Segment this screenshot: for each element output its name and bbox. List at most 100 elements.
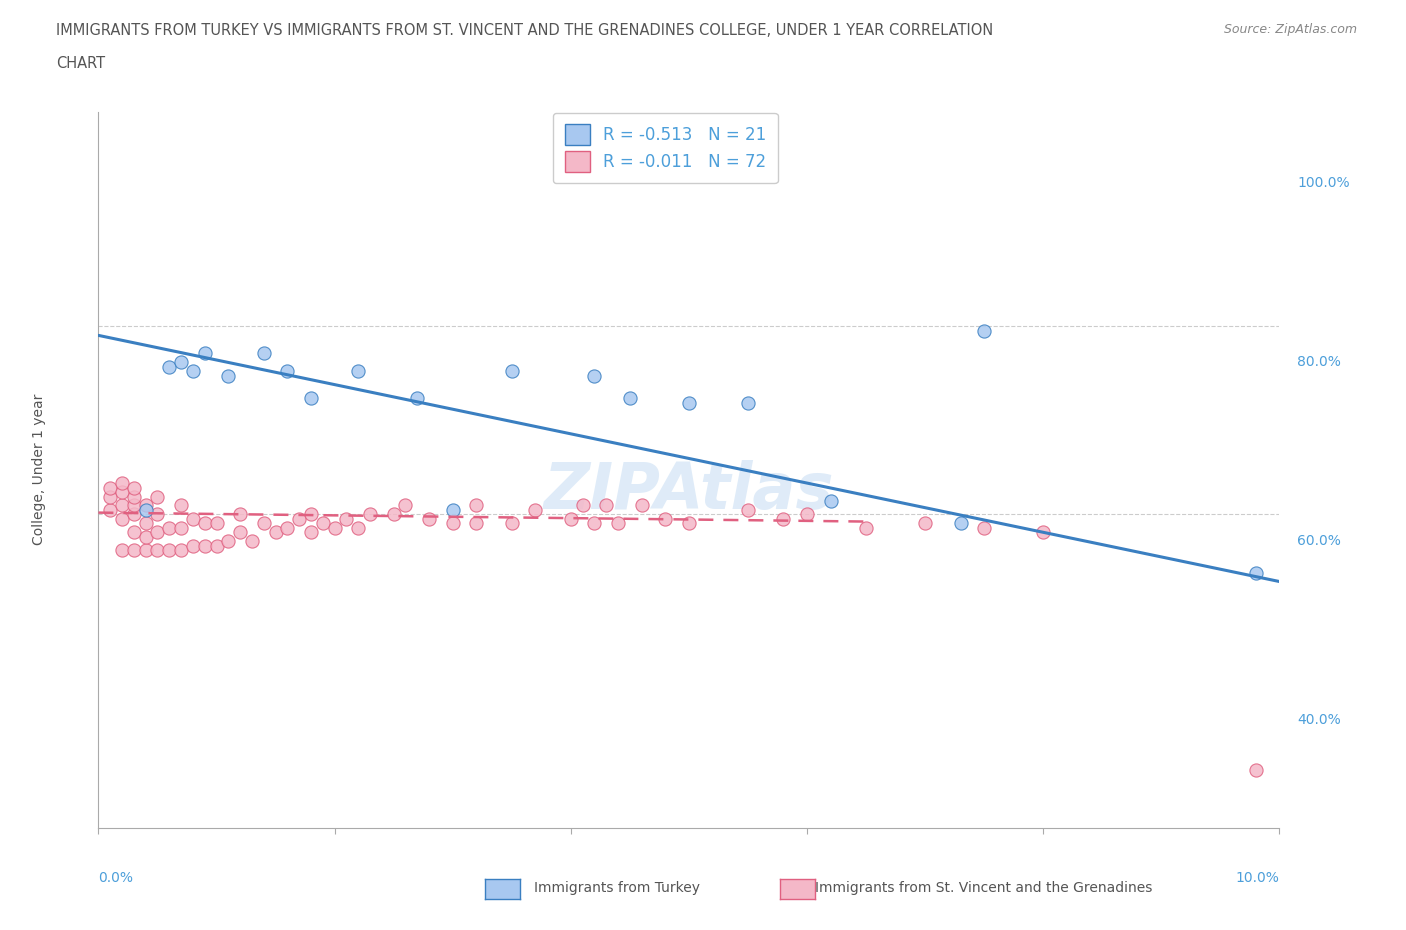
Text: IMMIGRANTS FROM TURKEY VS IMMIGRANTS FROM ST. VINCENT AND THE GRENADINES COLLEGE: IMMIGRANTS FROM TURKEY VS IMMIGRANTS FRO… bbox=[56, 23, 994, 38]
Point bbox=[111, 512, 134, 526]
Point bbox=[181, 512, 204, 526]
Text: Immigrants from St. Vincent and the Grenadines: Immigrants from St. Vincent and the Gren… bbox=[815, 881, 1153, 896]
Point bbox=[524, 502, 547, 517]
Point bbox=[1244, 762, 1267, 777]
Point bbox=[122, 480, 145, 495]
Legend: R = -0.513   N = 21, R = -0.011   N = 72: R = -0.513 N = 21, R = -0.011 N = 72 bbox=[553, 113, 778, 183]
Text: 0.0%: 0.0% bbox=[98, 870, 134, 884]
Point bbox=[914, 516, 936, 531]
Point bbox=[217, 534, 239, 549]
Point bbox=[135, 502, 157, 517]
Text: 10.0%: 10.0% bbox=[1236, 870, 1279, 884]
Text: 40.0%: 40.0% bbox=[1298, 713, 1341, 727]
Point bbox=[170, 498, 193, 513]
Text: Immigrants from Turkey: Immigrants from Turkey bbox=[534, 881, 700, 896]
Point bbox=[122, 543, 145, 558]
Text: Source: ZipAtlas.com: Source: ZipAtlas.com bbox=[1223, 23, 1357, 36]
Point bbox=[347, 521, 370, 536]
Point bbox=[737, 502, 759, 517]
Point bbox=[394, 498, 416, 513]
Point bbox=[146, 507, 169, 522]
Point bbox=[382, 507, 405, 522]
Point bbox=[1244, 565, 1267, 580]
Point bbox=[229, 525, 252, 539]
Point bbox=[170, 521, 193, 536]
Point bbox=[501, 516, 523, 531]
Point bbox=[583, 516, 606, 531]
Text: ZIPAtlas: ZIPAtlas bbox=[544, 460, 834, 522]
Point bbox=[170, 354, 193, 369]
Point bbox=[595, 498, 617, 513]
Point bbox=[181, 364, 204, 379]
Point bbox=[122, 525, 145, 539]
Text: 60.0%: 60.0% bbox=[1298, 534, 1341, 549]
Point bbox=[820, 494, 842, 509]
Point bbox=[796, 507, 818, 522]
Point bbox=[135, 516, 157, 531]
Point bbox=[276, 521, 298, 536]
Point bbox=[571, 498, 593, 513]
Point bbox=[299, 507, 322, 522]
Point bbox=[229, 507, 252, 522]
Point bbox=[253, 516, 276, 531]
Point bbox=[583, 368, 606, 383]
Point bbox=[253, 346, 276, 361]
Point bbox=[240, 534, 263, 549]
Point bbox=[205, 538, 228, 553]
Text: 100.0%: 100.0% bbox=[1298, 176, 1350, 191]
Point bbox=[135, 543, 157, 558]
Point bbox=[111, 543, 134, 558]
Point bbox=[607, 516, 630, 531]
Point bbox=[1032, 525, 1054, 539]
Point bbox=[276, 364, 298, 379]
Point bbox=[949, 516, 972, 531]
Point bbox=[465, 516, 488, 531]
Point bbox=[501, 364, 523, 379]
Point bbox=[122, 498, 145, 513]
Point bbox=[560, 512, 582, 526]
Point bbox=[264, 525, 287, 539]
Text: College, Under 1 year: College, Under 1 year bbox=[32, 394, 46, 545]
Point bbox=[299, 391, 322, 405]
Point bbox=[98, 489, 121, 504]
Point bbox=[855, 521, 877, 536]
Point bbox=[737, 395, 759, 410]
Point bbox=[654, 512, 676, 526]
Point bbox=[146, 489, 169, 504]
Point bbox=[299, 525, 322, 539]
Point bbox=[157, 543, 180, 558]
Point bbox=[619, 391, 641, 405]
Point bbox=[678, 516, 700, 531]
Point bbox=[347, 364, 370, 379]
Point bbox=[359, 507, 381, 522]
Point bbox=[205, 516, 228, 531]
Point bbox=[98, 480, 121, 495]
Point bbox=[111, 485, 134, 499]
Point bbox=[111, 475, 134, 490]
Point bbox=[973, 324, 995, 339]
Point bbox=[418, 512, 440, 526]
Point bbox=[973, 521, 995, 536]
Point bbox=[111, 498, 134, 513]
Point bbox=[288, 512, 311, 526]
Point bbox=[194, 538, 217, 553]
Point bbox=[630, 498, 652, 513]
Point bbox=[157, 359, 180, 374]
Point bbox=[312, 516, 335, 531]
Point bbox=[98, 502, 121, 517]
Point bbox=[170, 543, 193, 558]
Point bbox=[335, 512, 357, 526]
Point bbox=[181, 538, 204, 553]
Point bbox=[157, 521, 180, 536]
Point bbox=[135, 529, 157, 544]
Point bbox=[465, 498, 488, 513]
Point bbox=[772, 512, 794, 526]
Point bbox=[441, 516, 464, 531]
Point bbox=[323, 521, 346, 536]
Text: 80.0%: 80.0% bbox=[1298, 355, 1341, 369]
Point bbox=[194, 516, 217, 531]
Point bbox=[146, 525, 169, 539]
Point bbox=[217, 368, 239, 383]
Point bbox=[122, 507, 145, 522]
Point bbox=[194, 346, 217, 361]
